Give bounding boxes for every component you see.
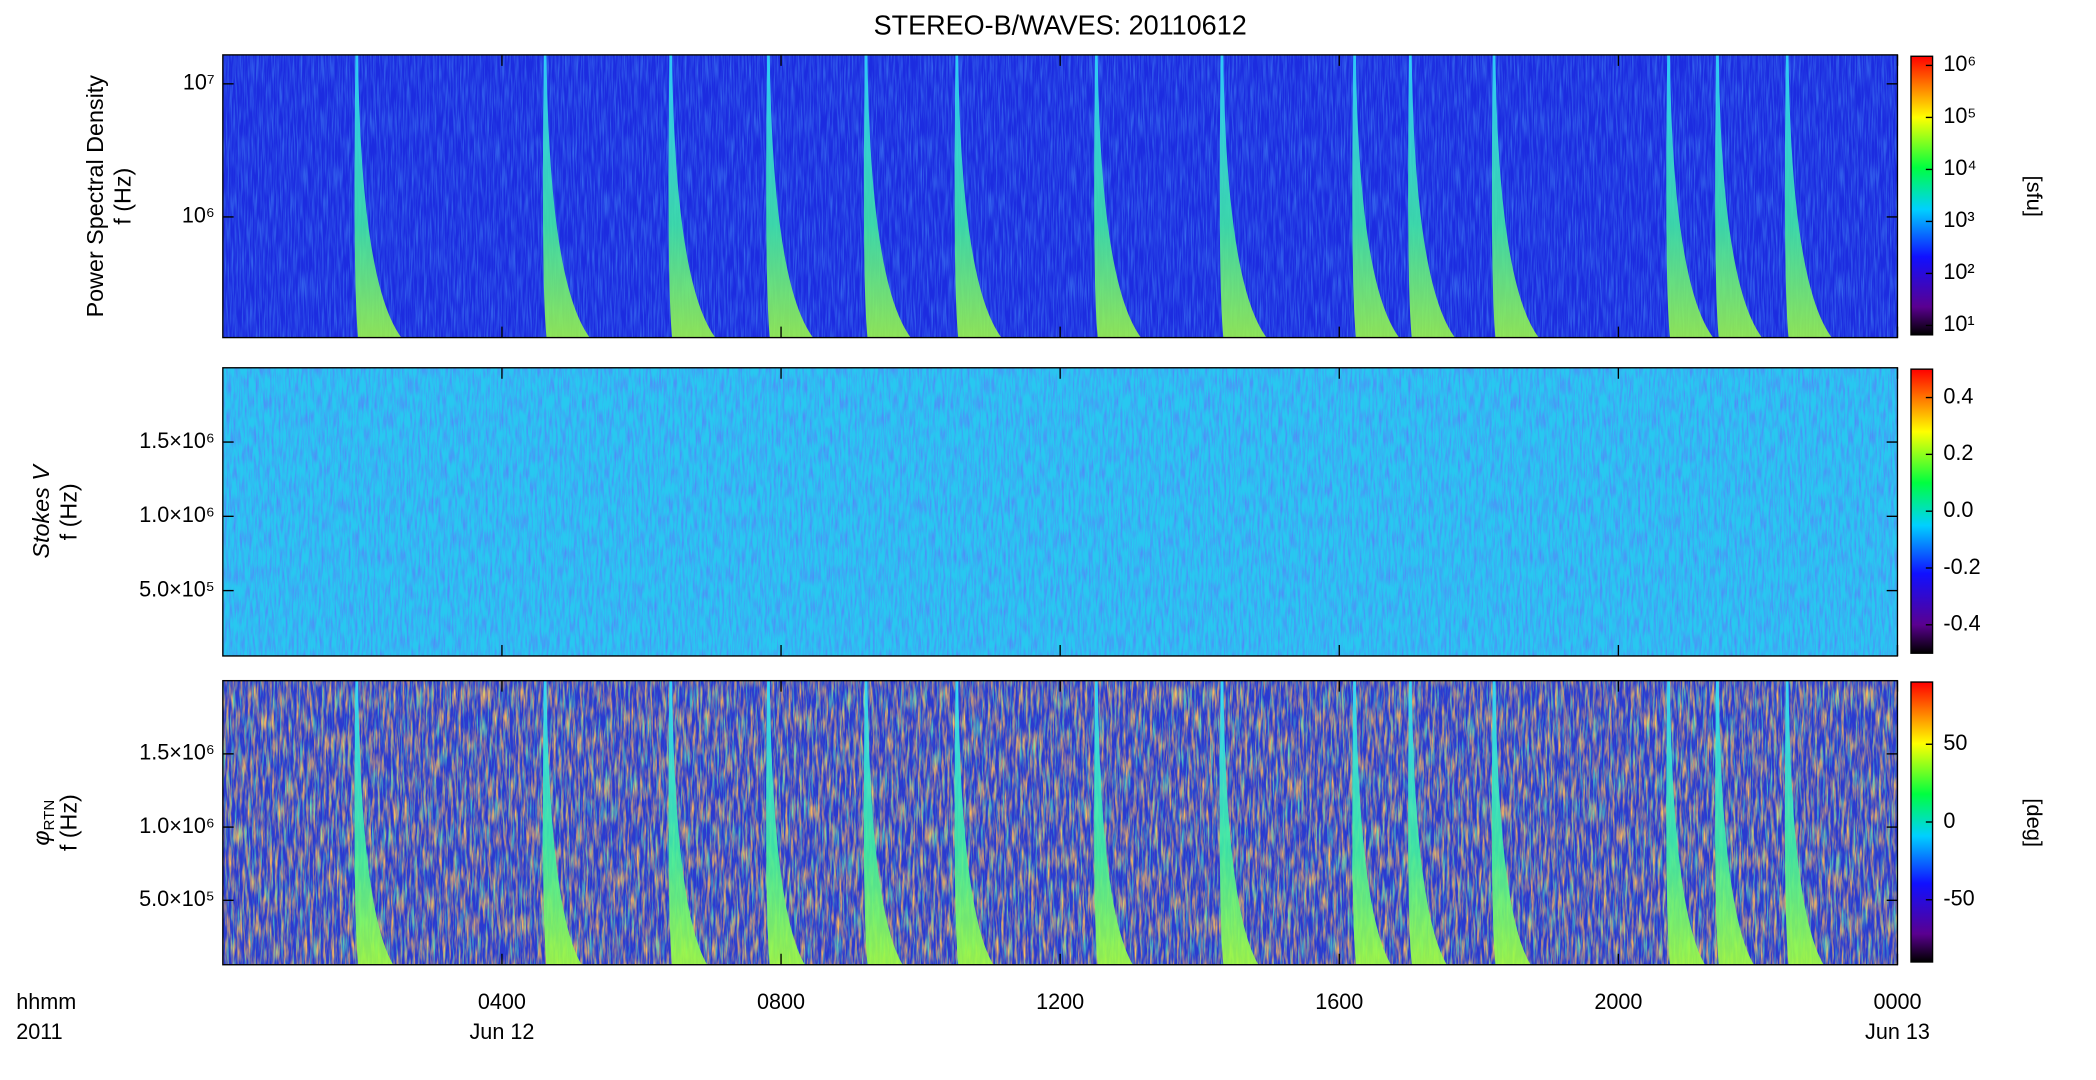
y-axis-label-unit: f (Hz) — [55, 794, 81, 851]
burst — [1094, 680, 1133, 965]
burst — [542, 54, 590, 338]
burst — [1666, 54, 1714, 338]
x-tick-label: 0800 — [757, 989, 805, 1014]
spectrogram-noise — [222, 54, 1898, 338]
burst — [863, 54, 911, 338]
y-axis-label-sub: RTN — [41, 800, 58, 831]
burst — [766, 680, 805, 965]
date-label: Jun 12 — [470, 1019, 535, 1044]
colorbar-tick-label: 10⁴ — [1943, 155, 1976, 180]
burst — [1219, 680, 1259, 965]
y-axis-label-unit: f (Hz) — [109, 168, 135, 225]
burst — [668, 680, 708, 965]
burst — [354, 54, 402, 338]
burst — [766, 54, 814, 338]
colorbar-label: [deg] — [2022, 798, 2047, 847]
x-axis-label: hhmm — [16, 989, 76, 1014]
y-tick-label: 5.0×10⁵ — [139, 886, 215, 911]
y-tick-label: 1.5×10⁶ — [139, 428, 215, 453]
y-tick-label: 1.5×10⁶ — [139, 740, 215, 765]
burst — [1408, 54, 1455, 338]
y-tick-label: 1.0×10⁶ — [139, 502, 215, 527]
y-tick-label: 10⁷ — [183, 69, 215, 94]
burst — [1352, 54, 1400, 338]
x-tick-label: 1600 — [1315, 989, 1363, 1014]
burst — [354, 680, 394, 965]
y-tick-label: 10⁶ — [182, 203, 215, 228]
y-axis-label-unit: f (Hz) — [55, 483, 81, 540]
colorbar-tick-label: 10³ — [1943, 207, 1974, 232]
colorbar-label: [sfu] — [2022, 176, 2047, 217]
x-axis-label-year: 2011 — [16, 1019, 62, 1044]
colorbar-tick-label: -50 — [1943, 885, 1974, 910]
colorbar-tick-label: -0.2 — [1943, 554, 1980, 579]
colorbar-tick-label: -0.4 — [1943, 610, 1980, 635]
y-axis-label: Power Spectral Density — [82, 75, 108, 318]
colorbar-tick-label: 10⁶ — [1943, 51, 1976, 76]
colorbar-tick-label: 50 — [1943, 730, 1967, 755]
colorbar-tick-label: 10⁵ — [1943, 103, 1976, 128]
burst — [1666, 680, 1706, 965]
colorbar-tick-label: 0.0 — [1943, 497, 1973, 522]
burst — [1408, 680, 1447, 965]
burst — [1491, 54, 1539, 338]
y-axis-label-text: Stokes V — [28, 463, 54, 559]
colorbar — [1910, 55, 1934, 336]
y-axis-label: φRTN — [28, 800, 57, 846]
burst — [1491, 680, 1531, 965]
colorbar-tick-label: 0 — [1943, 808, 1955, 833]
colorbar-tick-label: 0.2 — [1943, 440, 1973, 465]
y-tick-label: 5.0×10⁵ — [139, 576, 215, 601]
y-tick-label: 1.0×10⁶ — [139, 813, 215, 838]
burst — [1219, 54, 1267, 338]
burst — [954, 54, 1002, 338]
spectrogram-noise — [222, 680, 1898, 965]
burst — [542, 680, 582, 965]
burst — [1715, 54, 1762, 338]
burst — [1784, 54, 1832, 338]
colorbar-tick-label: 10¹ — [1943, 311, 1974, 336]
y-axis-label-text: φ — [28, 830, 54, 845]
colorbar-tick-label: 10² — [1943, 259, 1974, 284]
x-tick-label: 2000 — [1594, 989, 1642, 1014]
burst — [954, 680, 994, 965]
y-axis-label: Stokes V — [28, 463, 54, 559]
y-axis-label-text: Power Spectral Density — [82, 75, 108, 318]
date-label: Jun 13 — [1865, 1019, 1930, 1044]
spectrogram-noise — [222, 367, 1898, 656]
burst — [1094, 54, 1141, 338]
x-tick-label: 1200 — [1036, 989, 1084, 1014]
colorbar-tick-label: 0.4 — [1943, 383, 1973, 408]
chart-title: STEREO-B/WAVES: 20110612 — [874, 9, 1247, 40]
burst — [1715, 680, 1754, 965]
x-tick-label: 0000 — [1873, 989, 1921, 1014]
burst — [668, 54, 716, 338]
burst — [1784, 680, 1824, 965]
burst — [1352, 680, 1392, 965]
x-tick-label: 0400 — [478, 989, 526, 1014]
burst — [863, 680, 903, 965]
